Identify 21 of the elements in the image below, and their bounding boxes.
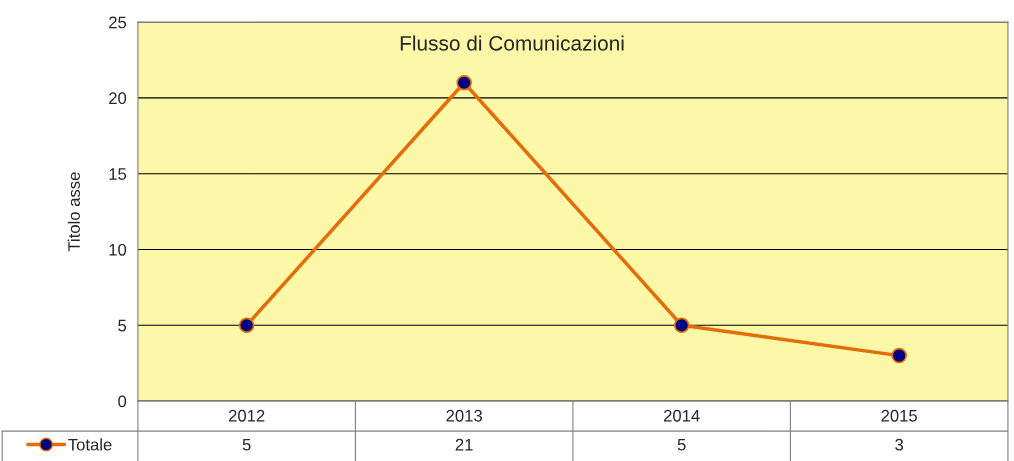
y-tick-label: 15 [109,168,127,180]
legend-label: Totale [68,438,112,451]
y-tick-label: 10 [109,243,127,256]
text: Flusso di Comunicazioni [400,35,624,51]
y-tick-label: 5 [118,319,127,332]
data-label: 21 [455,438,473,451]
point [673,317,690,334]
point [238,317,255,334]
y-tick-label: 0 [118,395,127,408]
y-axis-title: Titolo asse [67,172,80,252]
y-tick-label: 20 [109,92,127,105]
data-label: 3 [895,438,904,451]
point [456,74,472,91]
data-label: 5 [242,438,251,451]
x-tick-label: 2015 [881,409,918,422]
y-tick-label: 25 [109,16,127,29]
data-label: 5 [677,438,686,451]
x-tick-label: 2014 [663,409,700,422]
x-tick-label: 2012 [228,409,265,422]
point [891,347,907,364]
x-tick-label: 2013 [446,409,482,422]
